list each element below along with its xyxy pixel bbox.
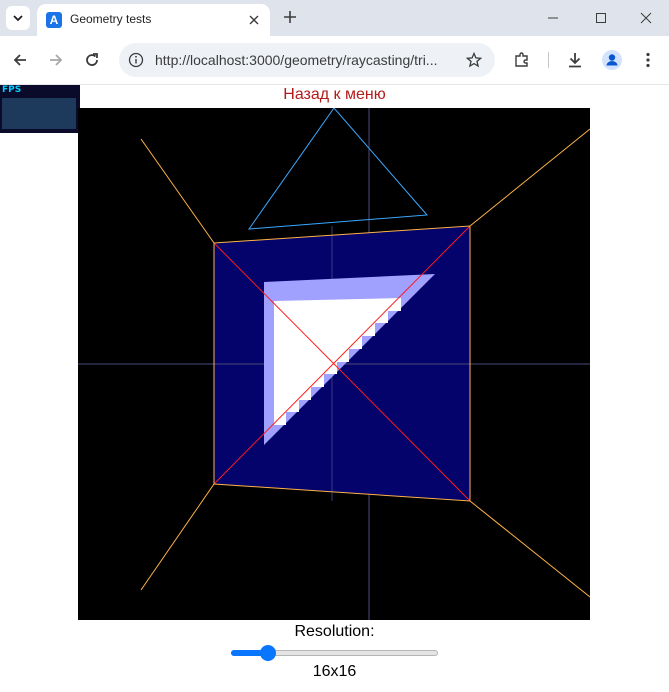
slider-thumb[interactable] [260, 645, 276, 661]
page-content: FPS Назад к меню Resolution: 16x16 [0, 85, 669, 692]
diagonal-1 [213, 242, 471, 502]
tab-search-icon[interactable] [6, 6, 30, 30]
download-icon[interactable] [563, 48, 587, 72]
fps-label: FPS [2, 85, 22, 95]
more-icon[interactable] [636, 48, 660, 72]
url-text[interactable]: http://localhost:3000/geometry/raycastin… [155, 52, 438, 68]
fps-graph [2, 98, 76, 129]
raster-triangle-fill [274, 298, 401, 425]
info-icon[interactable] [127, 51, 145, 69]
frustum-edge-tr [469, 128, 590, 227]
tab-title: Geometry tests [70, 12, 152, 26]
fps-panel[interactable]: FPS [0, 85, 80, 133]
frustum-edge-br [469, 500, 590, 598]
minimize-icon[interactable] [541, 6, 565, 30]
close-icon[interactable] [246, 12, 262, 28]
reload-icon[interactable] [80, 48, 104, 72]
maximize-icon[interactable] [589, 6, 613, 30]
profile-icon[interactable] [600, 48, 624, 72]
resolution-value: 16x16 [312, 663, 357, 680]
close-window-icon[interactable] [634, 6, 658, 30]
frustum-edge-tl [140, 138, 215, 244]
toolbar-divider [548, 52, 549, 68]
resolution-label: Resolution: [294, 623, 375, 640]
browser-toolbar: http://localhost:3000/geometry/raycastin… [0, 36, 669, 85]
diagonal-2 [213, 225, 471, 485]
plus-icon[interactable] [280, 7, 300, 27]
resolution-slider[interactable] [231, 645, 438, 661]
tab-strip: A Geometry tests [0, 0, 669, 36]
source-triangle [247, 108, 429, 230]
back-arrow-icon[interactable] [8, 48, 32, 72]
extensions-icon[interactable] [510, 48, 534, 72]
forward-arrow-icon[interactable] [44, 48, 68, 72]
back-to-menu-link[interactable]: Назад к меню [283, 86, 386, 103]
tab-geometry-tests[interactable]: A Geometry tests [37, 4, 270, 36]
frustum-edge-bl [140, 483, 215, 591]
address-bar[interactable]: http://localhost:3000/geometry/raycastin… [119, 43, 495, 77]
star-icon[interactable] [465, 51, 483, 69]
favicon-icon: A [46, 12, 62, 28]
raycasting-canvas[interactable] [78, 108, 590, 620]
slider-fill [231, 650, 268, 656]
